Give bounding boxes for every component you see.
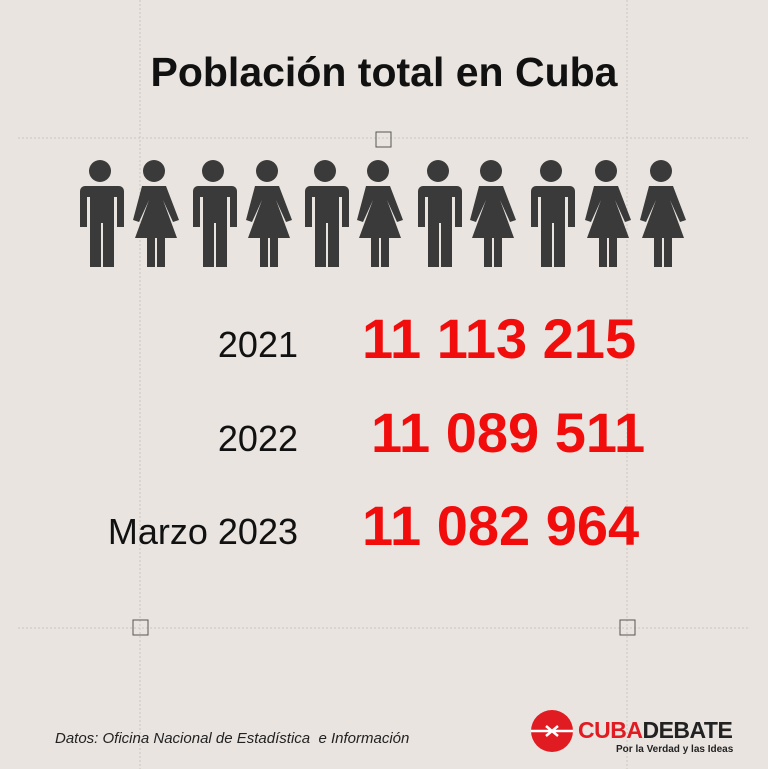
female-icon [470, 160, 516, 267]
male-icon [193, 160, 237, 267]
rows: 2021 11 113 215 2022 11 089 511 Marzo 20… [108, 307, 645, 557]
logo-text: CUBADEBATE [578, 717, 732, 743]
guide-marker [132, 619, 149, 636]
male-icon [531, 160, 575, 267]
female-icon [585, 160, 631, 267]
logo-part: DEBATE [642, 717, 732, 743]
male-icon [305, 160, 349, 267]
guide-marker [619, 619, 636, 636]
source: Datos: Oficina Nacional de Estadística e… [55, 730, 409, 747]
logo-part: CUBA [578, 717, 642, 743]
logo: CUBADEBATE Por la Verdad y las Ideas [531, 710, 734, 755]
row-value: 11 082 964 [362, 494, 639, 557]
guides [18, 0, 750, 769]
row-value: 11 089 511 [371, 401, 645, 464]
row-label: 2022 [218, 418, 298, 459]
row-label: Marzo 2023 [108, 511, 298, 552]
people-icons [80, 160, 686, 267]
guide-marker [375, 131, 392, 148]
male-icon [80, 160, 124, 267]
female-icon [357, 160, 403, 267]
female-icon [640, 160, 686, 267]
title: Población total en Cuba [151, 49, 619, 95]
row-label: 2021 [218, 324, 298, 365]
female-icon [246, 160, 292, 267]
male-icon [418, 160, 462, 267]
logo-arrows [531, 725, 573, 737]
row-value: 11 113 215 [362, 307, 636, 370]
logo-tagline: Por la Verdad y las Ideas [616, 744, 734, 755]
